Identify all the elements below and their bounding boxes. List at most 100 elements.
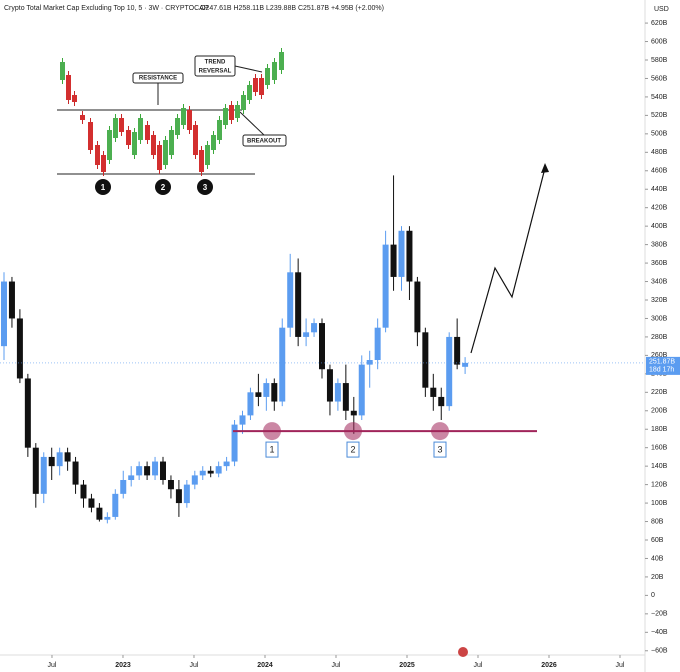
y-tick-label: 440B <box>651 186 668 193</box>
inset-candle <box>126 130 131 145</box>
y-tick-label: −60B <box>651 648 668 655</box>
candle-body <box>96 507 103 520</box>
y-tick-label: 40B <box>651 555 664 562</box>
y-tick-label: 360B <box>651 260 668 267</box>
y-tick-label: 420B <box>651 205 668 212</box>
last-price-box <box>646 356 680 375</box>
candle-body <box>462 362 469 367</box>
candle-body <box>56 452 63 467</box>
inset-candle <box>217 120 222 140</box>
label-box <box>242 134 287 147</box>
y-tick-label: 480B <box>651 149 668 156</box>
candle-body <box>406 230 413 282</box>
candle-body <box>271 383 278 402</box>
candle-body <box>24 378 31 448</box>
bottom-label: 2 <box>161 183 166 192</box>
candle-body <box>160 461 166 480</box>
candle-body <box>215 466 222 474</box>
y-tick-label: 300B <box>651 315 668 322</box>
y-tick-label: 0 <box>651 592 655 599</box>
inset-diagram: RESISTANCE TREND REVERSAL BREAKOUT 1 2 3 <box>57 48 287 195</box>
candle-body <box>207 470 214 474</box>
inset-candle <box>66 75 71 100</box>
candle-body <box>152 461 159 476</box>
y-tick-label: 560B <box>651 75 668 82</box>
inset-candle <box>181 108 186 125</box>
flag-icon <box>458 647 468 657</box>
chart-title: Crypto Total Market Cap Excluding Top 10… <box>4 5 209 12</box>
y-tick-label: 380B <box>651 241 668 248</box>
x-tick-label: Jul <box>190 662 199 669</box>
y-tick-label: 180B <box>651 426 668 433</box>
bottom-marker <box>155 179 171 195</box>
inset-candle <box>187 110 192 130</box>
touch-label: 1 <box>269 444 274 454</box>
y-tick-label: 200B <box>651 408 668 415</box>
candle-body <box>295 272 302 337</box>
candle-body <box>136 466 143 476</box>
candle-body <box>64 452 71 462</box>
x-tick-label: 2025 <box>399 662 415 669</box>
touch-marker <box>263 422 281 441</box>
y-axis-label: USD <box>654 6 669 13</box>
y-tick-label: 520B <box>651 112 668 119</box>
y-tick-label: 80B <box>651 518 664 525</box>
candle-body <box>80 484 87 499</box>
y-tick-label: 260B <box>651 352 668 359</box>
candle-body <box>287 272 294 328</box>
candle-body <box>175 489 182 504</box>
arrow <box>239 111 265 136</box>
candle-body <box>398 230 405 277</box>
candle-body <box>1 281 7 347</box>
candle-body <box>8 281 15 319</box>
inset-candle <box>265 68 270 85</box>
candle-body <box>303 332 310 337</box>
inset-candle <box>211 135 216 150</box>
candle-body <box>88 498 95 508</box>
candle-body <box>223 461 230 467</box>
candle-body <box>263 383 270 397</box>
inset-candle <box>113 118 118 138</box>
inset-candle <box>259 78 264 95</box>
x-tick-label: Jul <box>47 662 56 669</box>
candle-body <box>167 480 174 490</box>
inset-candle <box>145 125 150 140</box>
candle-body <box>40 456 47 494</box>
candle-body <box>72 461 79 485</box>
inset-candle <box>175 118 180 135</box>
candle-body <box>32 447 39 494</box>
candle-body <box>231 424 238 462</box>
trend-label: TREND <box>205 60 226 66</box>
candle-body <box>414 281 421 333</box>
candle-body <box>390 244 397 277</box>
inset-candle <box>205 145 210 165</box>
projection-arrow <box>470 167 546 354</box>
candle-body <box>104 516 111 520</box>
inset-candle <box>80 115 85 120</box>
y-tick-label: 320B <box>651 297 668 304</box>
candle-body <box>239 415 246 425</box>
y-tick-label: 580B <box>651 57 668 64</box>
candle-body <box>128 475 135 480</box>
x-tick-label: 2026 <box>541 662 557 669</box>
touch-box <box>265 441 279 458</box>
candle-body <box>422 332 429 388</box>
inset-candle <box>95 145 100 165</box>
x-tick-label: 2023 <box>115 662 131 669</box>
candle-body <box>144 466 151 476</box>
breakout-label: BREAKOUT <box>247 139 281 145</box>
y-tick-label: 500B <box>651 131 668 138</box>
y-tick-label: 600B <box>651 38 668 45</box>
inset-candle <box>223 108 228 125</box>
inset-candle <box>157 145 162 170</box>
inset-candle <box>169 130 174 155</box>
candle-body <box>334 383 341 402</box>
touch-label: 3 <box>437 444 442 454</box>
y-tick-label: 400B <box>651 223 668 230</box>
touch-marker <box>431 422 449 441</box>
candle-body <box>382 244 389 328</box>
arrow <box>234 65 263 73</box>
inset-candle <box>72 95 77 102</box>
y-tick-label: 340B <box>651 278 668 285</box>
